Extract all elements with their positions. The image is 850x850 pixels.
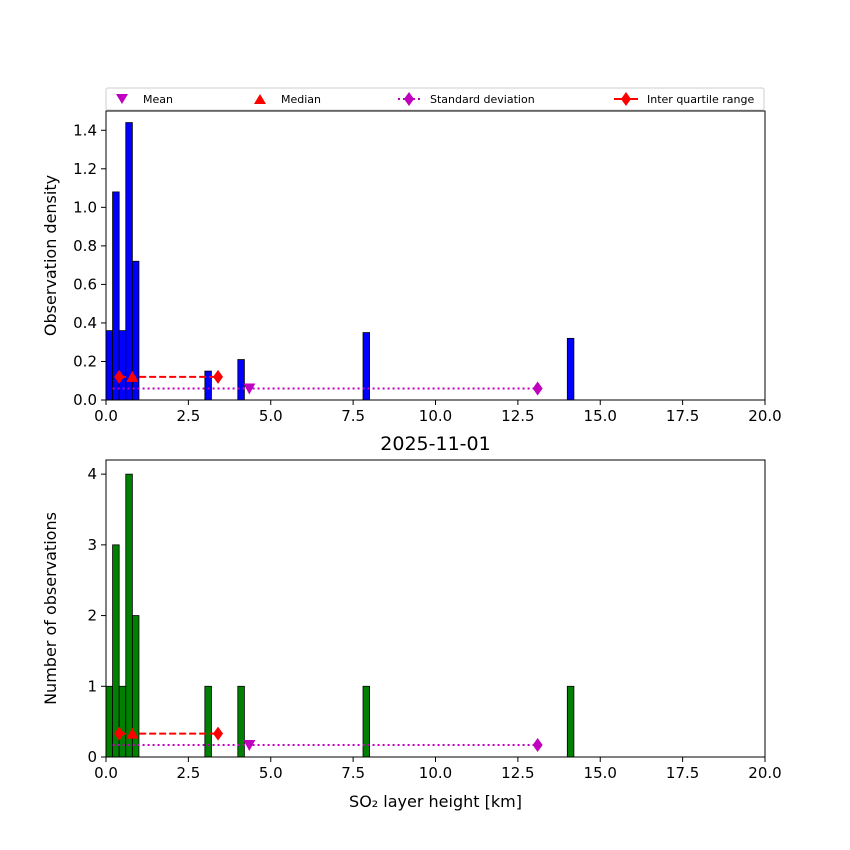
count-iqr-lower-marker	[114, 726, 125, 741]
count-y-ticks: 0 1 2 3 4	[87, 465, 106, 766]
count-y-tick-label: 1	[87, 677, 97, 695]
density-iqr-upper-marker	[213, 369, 224, 384]
density-bar	[362, 332, 371, 401]
median-marker-icon	[254, 94, 266, 104]
count-x-axis-label: SO₂ layer height [km]	[349, 792, 522, 811]
count-y-tick-label: 0	[87, 748, 97, 766]
count-bar	[105, 685, 113, 758]
count-axes-frame	[105, 459, 766, 758]
density-y-ticks: 0.0 0.2 0.4 0.6 0.8 1.0 1.2 1.4	[73, 121, 106, 409]
count-mean-marker	[243, 739, 256, 751]
density-mean-marker	[243, 383, 256, 395]
density-std-upper-marker	[532, 381, 543, 396]
density-bar	[118, 330, 127, 401]
density-axes-frame	[105, 110, 766, 401]
density-bar	[566, 337, 575, 401]
density-bar	[105, 330, 113, 401]
iqr-diamond-icon	[621, 92, 631, 106]
legend-item-median: Median	[254, 93, 321, 106]
density-x-tick-label: 12.5	[501, 407, 534, 425]
density-x-tick-label: 7.5	[341, 407, 365, 425]
density-y-tick-label: 0.0	[73, 391, 97, 409]
mean-marker-icon	[116, 94, 128, 104]
count-std-upper-marker	[532, 737, 543, 752]
count-x-tick-label: 12.5	[501, 764, 534, 782]
count-x-tick-label: 17.5	[666, 764, 699, 782]
legend-label-standard-deviation: Standard deviation	[430, 93, 535, 106]
density-x-tick-label: 10.0	[419, 407, 452, 425]
count-y-tick-label: 4	[87, 465, 97, 483]
count-median-marker	[126, 727, 139, 739]
count-bar	[118, 685, 127, 758]
density-y-tick-label: 0.4	[73, 314, 97, 332]
count-bars	[105, 473, 575, 758]
legend: Mean Median Standard deviation Inter qua…	[105, 87, 765, 111]
density-bar	[237, 359, 245, 401]
count-x-tick-label: 7.5	[341, 764, 365, 782]
count-chart-title: 2025-11-01	[380, 433, 490, 455]
density-y-tick-label: 0.2	[73, 352, 97, 370]
density-median-marker	[126, 370, 139, 382]
legend-frame	[105, 87, 765, 111]
density-x-tick-label: 0.0	[94, 407, 118, 425]
count-x-tick-label: 15.0	[584, 764, 617, 782]
density-x-tick-label: 20.0	[748, 407, 781, 425]
std-diamond-icon	[404, 92, 414, 106]
density-y-tick-label: 1.0	[73, 198, 97, 216]
count-x-tick-label: 5.0	[259, 764, 283, 782]
count-x-tick-label: 2.5	[176, 764, 200, 782]
count-bar	[125, 473, 133, 758]
legend-label-median: Median	[281, 93, 321, 106]
legend-label-mean: Mean	[143, 93, 173, 106]
density-bar	[112, 191, 120, 401]
count-y-tick-label: 2	[87, 607, 97, 625]
count-iqr-upper-marker	[213, 726, 224, 741]
density-x-tick-label: 5.0	[259, 407, 283, 425]
density-x-tick-label: 17.5	[666, 407, 699, 425]
legend-label-inter-quartile-range: Inter quartile range	[647, 93, 754, 106]
count-statistics	[112, 726, 543, 752]
count-x-tick-label: 0.0	[94, 764, 118, 782]
density-x-tick-label: 2.5	[176, 407, 200, 425]
density-x-tick-label: 15.0	[584, 407, 617, 425]
count-x-ticks: 0.0 2.5 5.0 7.5 10.0 12.5 15.0 17.5 20.0	[94, 757, 782, 782]
count-bar	[566, 685, 575, 758]
count-y-tick-label: 3	[87, 536, 97, 554]
count-histogram-panel: 2025-11-01 0.0 2.5 5.0 7.5 10.0 12.5 15.0 17.5 2…	[41, 433, 782, 811]
density-x-ticks: 0.0 2.5 5.0 7.5 10.0 12.5 15.0 17.5 20.0	[94, 400, 782, 425]
density-statistics	[112, 369, 543, 396]
count-bar	[112, 544, 120, 758]
count-x-tick-label: 20.0	[748, 764, 781, 782]
count-x-tick-label: 10.0	[419, 764, 452, 782]
density-y-axis-label: Observation density	[41, 175, 60, 336]
density-histogram-panel: 0.0 2.5 5.0 7.5 10.0 12.5 15.0 17.5 20.0 0.00.20…	[41, 110, 782, 425]
density-iqr-lower-marker	[114, 369, 125, 384]
density-bar	[125, 122, 133, 401]
count-y-axis-label: Number of observations	[41, 512, 60, 705]
density-bar	[204, 370, 212, 401]
legend-item-mean: Mean	[116, 93, 173, 106]
density-y-tick-label: 0.8	[73, 237, 97, 255]
count-bar	[204, 685, 212, 758]
legend-item-standard-deviation: Standard deviation	[398, 92, 535, 106]
density-y-tick-label: 1.4	[73, 121, 97, 139]
count-bar	[237, 685, 245, 758]
density-y-tick-label: 0.6	[73, 275, 97, 293]
legend-item-inter-quartile-range: Inter quartile range	[614, 92, 754, 106]
density-y-tick-label: 1.2	[73, 160, 97, 178]
density-bars	[105, 122, 575, 401]
count-bar	[362, 685, 371, 758]
